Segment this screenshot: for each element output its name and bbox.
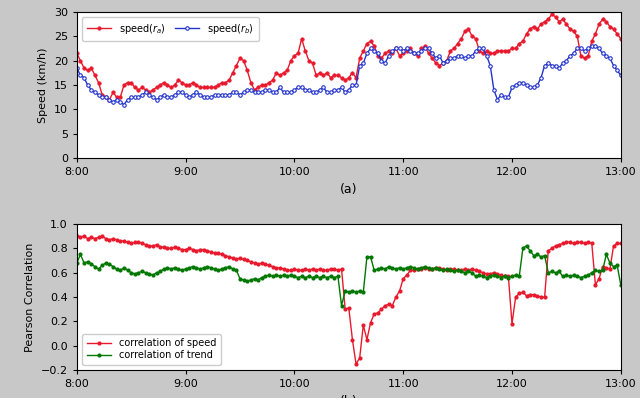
correlation of speed — [265, 263, 273, 268]
Line: speed($r_b$): speed($r_b$) — [75, 44, 623, 106]
correlation of trend — [338, 303, 346, 308]
speed($r_a$) — [617, 36, 625, 41]
X-axis label: (b): (b) — [340, 395, 358, 398]
Line: correlation of speed: correlation of speed — [76, 235, 622, 365]
Legend: speed($r_a$), speed($r_b$): speed($r_a$), speed($r_b$) — [82, 17, 259, 41]
correlation of speed — [338, 267, 346, 271]
speed($r_a$) — [106, 97, 113, 102]
speed($r_b$) — [269, 90, 276, 95]
speed($r_a$) — [613, 31, 621, 36]
correlation of speed — [421, 265, 429, 270]
speed($r_b$) — [421, 46, 429, 51]
Line: correlation of trend: correlation of trend — [76, 244, 622, 307]
speed($r_a$) — [73, 51, 81, 56]
Line: speed($r_a$): speed($r_a$) — [75, 13, 623, 101]
correlation of trend — [421, 264, 429, 269]
correlation of speed — [352, 362, 360, 367]
speed($r_b$) — [120, 102, 128, 107]
correlation of trend — [617, 283, 625, 287]
speed($r_b$) — [613, 68, 621, 73]
correlation of speed — [458, 268, 465, 273]
speed($r_a$) — [421, 44, 429, 49]
correlation of trend — [458, 269, 465, 274]
speed($r_a$) — [406, 46, 414, 51]
correlation of speed — [73, 234, 81, 238]
correlation of trend — [73, 261, 81, 265]
speed($r_b$) — [341, 90, 349, 95]
speed($r_a$) — [458, 36, 465, 41]
correlation of trend — [341, 289, 349, 293]
correlation of speed — [610, 244, 618, 248]
correlation of trend — [265, 273, 273, 277]
speed($r_b$) — [73, 66, 81, 70]
speed($r_a$) — [548, 12, 556, 17]
correlation of speed — [617, 241, 625, 246]
speed($r_b$) — [617, 73, 625, 78]
speed($r_b$) — [458, 53, 465, 58]
correlation of trend — [406, 264, 414, 269]
correlation of trend — [523, 244, 531, 248]
speed($r_b$) — [406, 49, 414, 53]
Y-axis label: Speed (km/h): Speed (km/h) — [38, 47, 48, 123]
speed($r_a$) — [269, 78, 276, 82]
speed($r_b$) — [588, 44, 596, 49]
correlation of speed — [406, 268, 414, 273]
Y-axis label: Pearson Correlation: Pearson Correlation — [25, 242, 35, 352]
X-axis label: (a): (a) — [340, 183, 358, 196]
Legend: correlation of speed, correlation of trend: correlation of speed, correlation of tre… — [82, 334, 221, 365]
correlation of trend — [613, 263, 621, 268]
speed($r_a$) — [341, 78, 349, 82]
